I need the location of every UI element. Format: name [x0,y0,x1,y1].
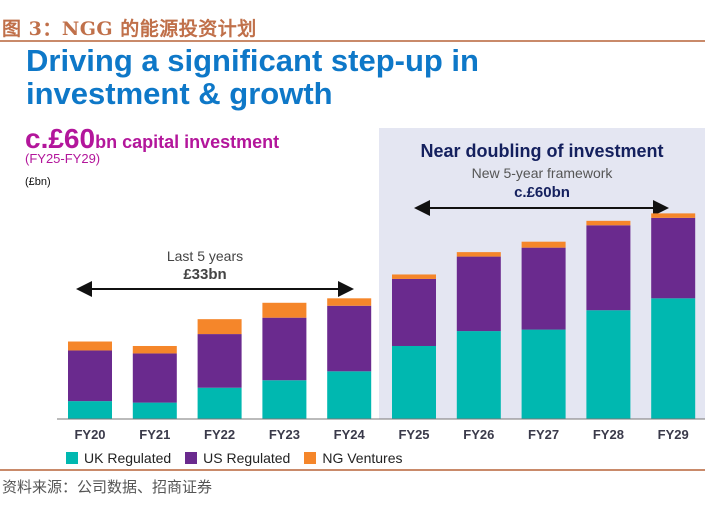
bar-fy25-us-regulated [392,278,436,346]
bar-fy26-us-regulated [456,256,501,332]
legend-item-uk: UK Regulated [66,450,171,466]
bar-fy28-us-regulated [586,225,631,311]
bar-fy24-us-regulated [327,305,372,372]
forecast-title: Near doubling of investment [420,141,664,161]
history-label: Last 5 years [166,248,244,264]
bar-fy25-ng-ventures [392,274,436,279]
legend-swatch-uk [66,452,78,464]
bar-fy26-uk-regulated [456,331,501,419]
bar-fy27-ng-ventures [521,241,566,248]
legend-swatch-ng [304,452,317,464]
headline: Driving a significant step-up in investm… [26,44,479,110]
forecast-total: c.£60bn [514,184,570,201]
bar-fy29-ng-ventures [651,213,696,218]
headline-line1: Driving a significant step-up in [26,43,479,78]
bar-fy22-uk-regulated [197,387,242,419]
bar-fy27-us-regulated [521,247,566,330]
x-tick-label: FY24 [334,427,366,442]
bar-fy23-ng-ventures [262,302,307,318]
x-tick-label: FY23 [269,427,300,442]
legend-label-us: US Regulated [203,450,291,466]
legend: UK Regulated US Regulated NG Ventures [66,450,403,466]
legend-item-ng: NG Ventures [304,450,403,466]
bar-fy20-uk-regulated [68,401,112,419]
source-note: 资料来源：公司数据、招商证券 [2,478,213,496]
bar-fy20-us-regulated [68,350,112,402]
legend-label-ng: NG Ventures [322,450,403,466]
bar-fy21-ng-ventures [132,345,177,354]
legend-swatch-us [185,452,198,464]
capex-heading: c.£60bn capital investment [25,123,279,155]
bar-fy24-uk-regulated [327,371,372,419]
x-tick-label: FY28 [593,427,624,442]
bar-fy22-us-regulated [197,334,242,388]
bar-fy23-uk-regulated [262,380,307,419]
bottom-divider [0,469,705,471]
legend-label-uk: UK Regulated [84,450,172,466]
capex-label: bn capital investment [95,132,280,152]
bar-fy28-uk-regulated [586,310,631,419]
x-tick-label: FY26 [463,427,494,442]
bar-fy29-uk-regulated [651,298,696,419]
x-tick-label: FY25 [398,427,429,442]
bar-fy27-uk-regulated [521,329,566,419]
headline-line2: investment & growth [26,76,333,111]
top-divider [0,40,705,42]
bar-fy23-us-regulated [262,317,307,381]
bar-fy26-ng-ventures [456,252,501,257]
bar-fy21-us-regulated [132,353,177,403]
bar-fy24-ng-ventures [327,298,372,306]
bar-fy22-ng-ventures [197,319,242,335]
x-tick-label: FY27 [528,427,559,442]
capex-amount: c.£60 [25,123,96,154]
x-tick-label: FY29 [658,427,689,442]
unit-label: (£bn) [25,176,51,188]
bar-fy25-uk-regulated [392,345,436,419]
bar-fy21-uk-regulated [132,402,177,419]
x-tick-label: FY20 [74,427,105,442]
bar-fy28-ng-ventures [586,220,631,226]
legend-item-us: US Regulated [185,450,290,466]
history-total: £33bn [183,266,227,283]
period-label: (FY25-FY29) [25,151,101,166]
bar-fy20-ng-ventures [68,341,112,351]
bar-fy29-us-regulated [651,217,696,299]
forecast-subtitle: New 5-year framework [471,165,613,181]
x-tick-label: FY21 [139,427,170,442]
figure-title: 图 3：NGG 的能源投资计划 [2,18,257,40]
x-tick-label: FY22 [204,427,235,442]
